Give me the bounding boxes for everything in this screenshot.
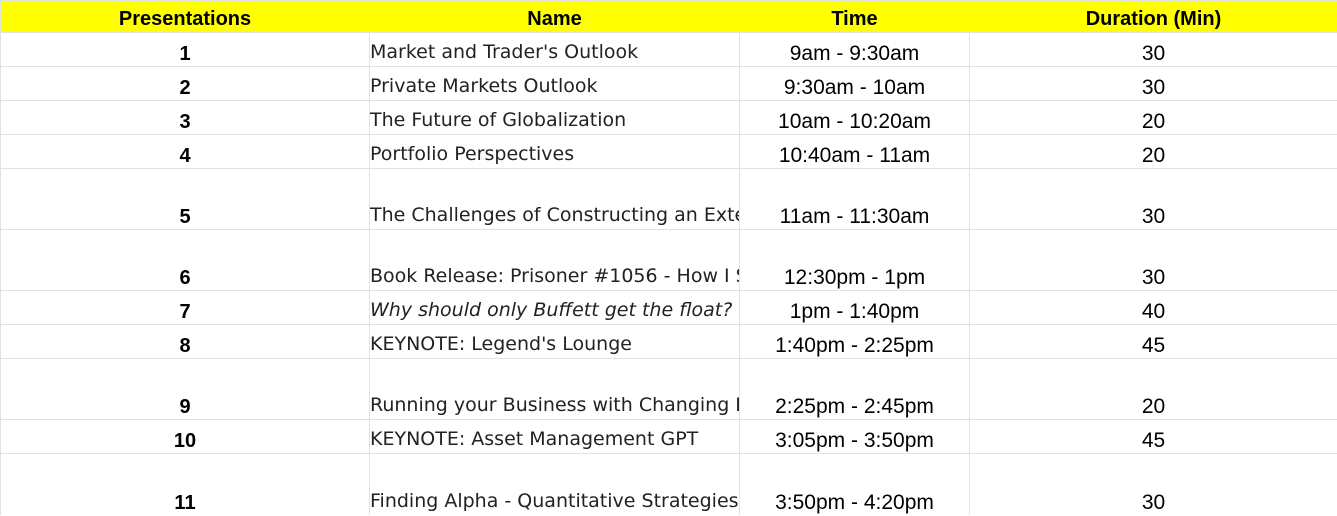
table-row: 8 KEYNOTE: Legend's Lounge 1:40pm - 2:25… <box>0 324 1337 359</box>
table-row: 11 Finding Alpha - Quantitative Strategi… <box>0 453 1337 515</box>
time-cell[interactable]: 12:30pm - 1pm <box>739 229 970 291</box>
table-row: 4 Portfolio Perspectives 10:40am - 11am … <box>0 134 1337 169</box>
time-cell[interactable]: 3:50pm - 4:20pm <box>739 453 970 515</box>
time-cell[interactable]: 1:40pm - 2:25pm <box>739 324 970 359</box>
header-name[interactable]: Name <box>369 0 740 33</box>
duration-cell[interactable]: 30 <box>969 168 1337 230</box>
duration-cell[interactable]: 20 <box>969 100 1337 135</box>
presentation-name-cell[interactable]: KEYNOTE: Legend's Lounge <box>369 324 740 359</box>
presentation-name-cell[interactable]: The Challenges of Constructing an Extern… <box>369 168 740 230</box>
duration-cell[interactable]: 45 <box>969 324 1337 359</box>
presentation-number-cell[interactable]: 11 <box>0 453 370 515</box>
duration-cell[interactable]: 30 <box>969 453 1337 515</box>
presentation-name-cell[interactable]: Market and Trader's Outlook <box>369 32 740 67</box>
table-row: 5 The Challenges of Constructing an Exte… <box>0 168 1337 230</box>
table-row: 3 The Future of Globalization 10am - 10:… <box>0 100 1337 135</box>
presentation-number-cell[interactable]: 2 <box>0 66 370 101</box>
duration-cell[interactable]: 20 <box>969 358 1337 420</box>
time-cell[interactable]: 9am - 9:30am <box>739 32 970 67</box>
presentation-number-cell[interactable]: 10 <box>0 419 370 454</box>
duration-cell[interactable]: 40 <box>969 290 1337 325</box>
header-duration[interactable]: Duration (Min) <box>969 0 1337 33</box>
presentation-number-cell[interactable]: 1 <box>0 32 370 67</box>
presentation-name-cell[interactable]: Book Release: Prisoner #1056 - How I Sur… <box>369 229 740 291</box>
table-row: 10 KEYNOTE: Asset Management GPT 3:05pm … <box>0 419 1337 454</box>
presentation-number-cell[interactable]: 3 <box>0 100 370 135</box>
header-time[interactable]: Time <box>739 0 970 33</box>
table-row: 6 Book Release: Prisoner #1056 - How I S… <box>0 229 1337 291</box>
duration-cell[interactable]: 30 <box>969 66 1337 101</box>
time-cell[interactable]: 2:25pm - 2:45pm <box>739 358 970 420</box>
presentation-number-cell[interactable]: 9 <box>0 358 370 420</box>
duration-cell[interactable]: 20 <box>969 134 1337 169</box>
time-cell[interactable]: 10:40am - 11am <box>739 134 970 169</box>
duration-cell[interactable]: 30 <box>969 32 1337 67</box>
table-row: 9 Running your Business with Changing Ex… <box>0 358 1337 420</box>
presentation-name-cell[interactable]: Finding Alpha - Quantitative Strategies <box>369 453 740 515</box>
presentation-number-cell[interactable]: 8 <box>0 324 370 359</box>
duration-cell[interactable]: 30 <box>969 229 1337 291</box>
header-presentations[interactable]: Presentations <box>0 0 370 33</box>
presentation-number-cell[interactable]: 6 <box>0 229 370 291</box>
time-cell[interactable]: 11am - 11:30am <box>739 168 970 230</box>
header-row: Presentations Name Time Duration (Min) <box>0 0 1337 33</box>
presentation-number-cell[interactable]: 5 <box>0 168 370 230</box>
table-row: 2 Private Markets Outlook 9:30am - 10am … <box>0 66 1337 101</box>
presentation-number-cell[interactable]: 7 <box>0 290 370 325</box>
presentation-name-cell[interactable]: Portfolio Perspectives <box>369 134 740 169</box>
presentation-number-cell[interactable]: 4 <box>0 134 370 169</box>
table-row: 1 Market and Trader's Outlook 9am - 9:30… <box>0 32 1337 67</box>
presentation-name-cell[interactable]: The Future of Globalization <box>369 100 740 135</box>
time-cell[interactable]: 10am - 10:20am <box>739 100 970 135</box>
presentation-name-cell[interactable]: KEYNOTE: Asset Management GPT <box>369 419 740 454</box>
time-cell[interactable]: 1pm - 1:40pm <box>739 290 970 325</box>
table-row: 7 Why should only Buffett get the float?… <box>0 290 1337 325</box>
time-cell[interactable]: 9:30am - 10am <box>739 66 970 101</box>
duration-cell[interactable]: 45 <box>969 419 1337 454</box>
presentation-name-cell[interactable]: Why should only Buffett get the float? <box>369 290 740 325</box>
presentation-name-cell[interactable]: Running your Business with Changing Expe… <box>369 358 740 420</box>
time-cell[interactable]: 3:05pm - 3:50pm <box>739 419 970 454</box>
presentation-name-cell[interactable]: Private Markets Outlook <box>369 66 740 101</box>
